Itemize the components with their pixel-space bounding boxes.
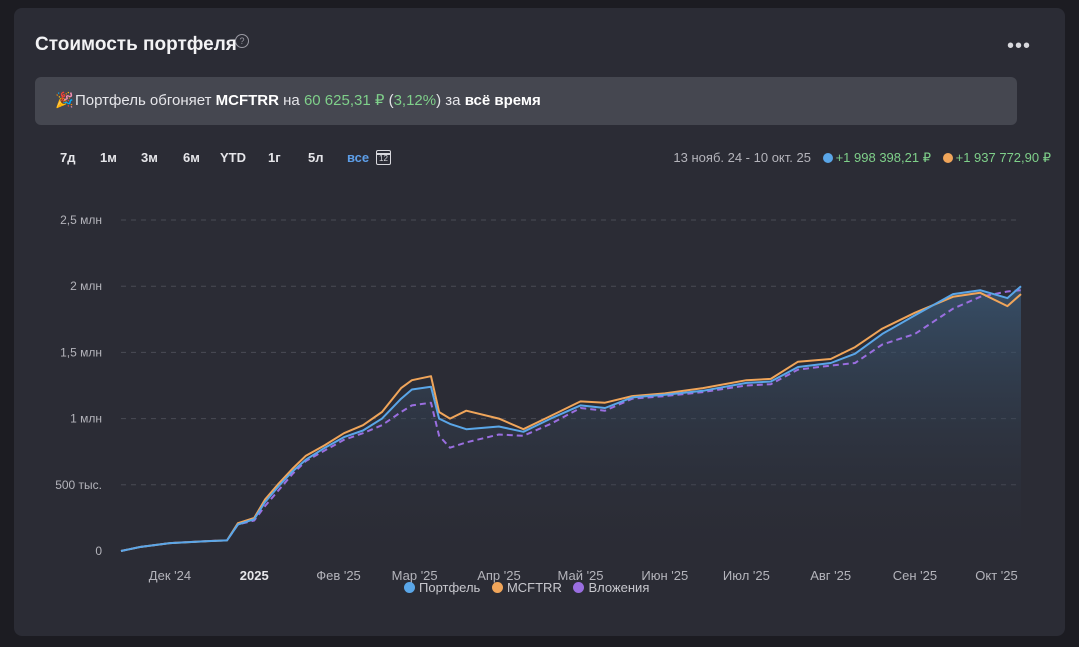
y-tick-label: 500 тыс.	[55, 478, 102, 492]
period-7d[interactable]: 7д	[60, 150, 76, 165]
legend-label: Вложения	[588, 580, 650, 595]
series-line	[120, 289, 1022, 552]
banner-period: всё время	[464, 92, 541, 109]
legend-label: Портфель	[419, 580, 481, 595]
banner-pct-close: )	[436, 92, 442, 109]
x-tick-label: 2025	[240, 568, 269, 583]
page-title: Стоимость портфеля	[35, 34, 237, 55]
banner-mid: на	[283, 92, 300, 109]
period-ytd[interactable]: YTD	[220, 150, 246, 165]
date-range: 13 нояб. 24 - 10 окт. 25	[673, 150, 811, 165]
y-tick-label: 1,5 млн	[60, 345, 102, 359]
banner-amount: 60 625,31 ₽	[303, 92, 385, 109]
legend-item-mcftrr[interactable]: MCFTRR	[491, 580, 562, 595]
period-1m[interactable]: 1м	[100, 150, 117, 165]
series-area	[121, 286, 1021, 551]
legend-label: MCFTRR	[506, 580, 562, 595]
banner-prefix: Портфель обгоняет	[75, 92, 212, 109]
legend-item-portfolio[interactable]: Портфель	[404, 580, 480, 595]
y-tick-label: 0	[95, 544, 102, 558]
y-tick-label: 2 млн	[70, 279, 102, 293]
portfolio-dot	[822, 153, 833, 163]
x-tick-label: Апр '25	[477, 568, 521, 583]
banner-pct-open: (	[388, 92, 394, 109]
y-tick-label: 2,5 млн	[60, 213, 102, 227]
y-tick-label: 1 млн	[70, 412, 102, 426]
legend-dot	[491, 582, 503, 593]
banner-suffix: за	[445, 92, 461, 109]
chart-legend: Портфель MCFTRR Вложения	[404, 580, 657, 595]
period-6m[interactable]: 6м	[183, 150, 200, 165]
x-tick-label: Фев '25	[316, 568, 361, 583]
period-1y[interactable]: 1г	[268, 150, 281, 165]
banner-benchmark: MCFTRR	[215, 92, 279, 109]
series-line	[120, 291, 1022, 552]
party-popper-icon: 🎉	[55, 92, 74, 109]
benchmark-total: +1 937 772,90 ₽	[955, 150, 1051, 165]
period-3m[interactable]: 3м	[141, 150, 158, 165]
series-line	[120, 285, 1022, 552]
x-tick-label: Окт '25	[975, 568, 1017, 583]
x-tick-label: Сен '25	[893, 568, 937, 583]
outperform-banner: 🎉Портфель обгоняет MCFTRR на 60 625,31 ₽…	[35, 77, 1017, 125]
period-all[interactable]: все	[347, 150, 370, 165]
x-tick-label: Июн '25	[641, 568, 688, 583]
benchmark-dot	[942, 153, 953, 163]
banner-pct: 3,12%	[393, 92, 437, 109]
legend-dot	[404, 582, 415, 593]
legend-item-investments[interactable]: Вложения	[573, 580, 649, 595]
portfolio-total: +1 998 398,21 ₽	[835, 150, 931, 165]
question-circle-icon[interactable]: ?	[235, 34, 249, 48]
x-tick-label: Мар '25	[392, 568, 438, 583]
calendar-icon[interactable]: 12	[376, 150, 391, 165]
period-5y[interactable]: 5л	[308, 150, 324, 165]
legend-dot	[573, 582, 585, 593]
x-tick-label: Май '25	[558, 568, 604, 583]
x-tick-label: Дек '24	[149, 568, 191, 583]
x-tick-label: Авг '25	[810, 568, 851, 583]
range-summary: 13 нояб. 24 - 10 окт. 25 +1 998 398,21 ₽…	[673, 150, 1051, 166]
x-tick-label: Июл '25	[723, 568, 770, 583]
